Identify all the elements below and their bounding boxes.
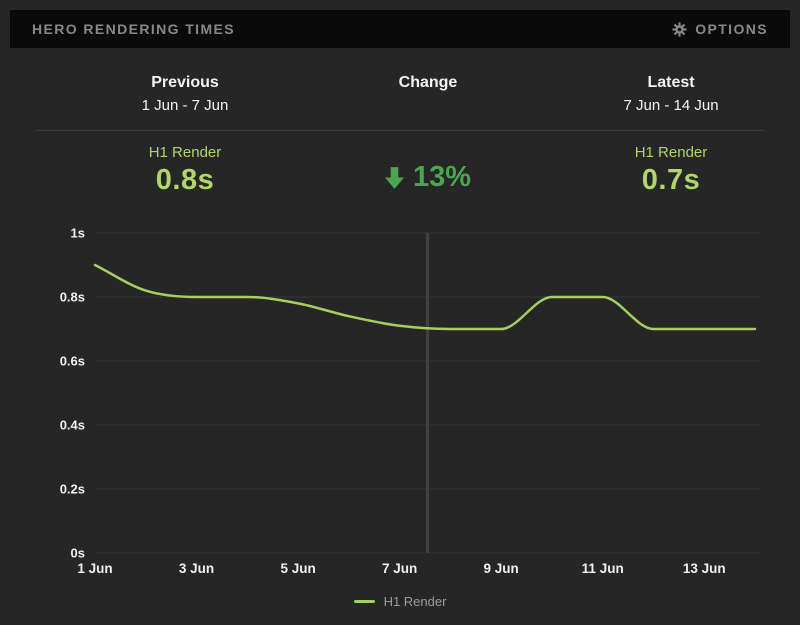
previous-period-range: 1 Jun - 7 Jun [141, 97, 229, 114]
change-stat-value: 13% [412, 161, 472, 193]
legend-line-swatch [353, 600, 375, 603]
svg-text:0.6s: 0.6s [60, 354, 85, 369]
stats-row: H1 Render 0.8s 13% H1 Render 0.7s [0, 142, 800, 198]
previous-period-title: Previous [151, 74, 219, 91]
gear-icon [672, 21, 687, 37]
latest-period-range: 7 Jun - 14 Jun [623, 97, 719, 114]
previous-stat-value: 0.8s [155, 164, 215, 196]
latest-period-column: Latest 7 Jun - 14 Jun [551, 71, 791, 117]
svg-text:11 Jun: 11 Jun [582, 561, 624, 576]
options-button-label: OPTIONS [695, 21, 768, 37]
svg-text:0.8s: 0.8s [60, 290, 85, 305]
chart-legend: H1 Render [0, 594, 800, 609]
svg-text:5 Jun: 5 Jun [280, 561, 315, 576]
svg-text:7 Jun: 7 Jun [382, 561, 417, 576]
previous-stat: H1 Render 0.8s [65, 142, 305, 198]
change-stat: 13% [308, 157, 548, 198]
svg-text:0.4s: 0.4s [60, 418, 85, 433]
latest-stat: H1 Render 0.7s [551, 142, 791, 198]
previous-period-column: Previous 1 Jun - 7 Jun [65, 71, 305, 117]
decrease-arrow-icon [384, 166, 404, 189]
titlebar: HERO RENDERING TIMES [10, 10, 790, 48]
change-column-title: Change [398, 74, 458, 91]
comparison-header-row: Previous 1 Jun - 7 Jun Change Latest 7 J… [0, 71, 800, 117]
svg-text:1s: 1s [71, 226, 85, 241]
svg-text:1 Jun: 1 Jun [77, 561, 112, 576]
svg-text:0s: 0s [71, 546, 85, 561]
svg-text:0.2s: 0.2s [60, 482, 85, 497]
rendering-times-line-chart: 1s 0.8s 0.6s 0.4s 0.2s 0s1 Jun 3 Jun 5 Jun 7 Jun… [60, 226, 760, 576]
change-column: Change [308, 71, 548, 117]
previous-stat-metric: H1 Render [148, 144, 222, 161]
latest-stat-value: 0.7s [641, 164, 701, 196]
latest-stat-metric: H1 Render [634, 144, 708, 161]
svg-text:9 Jun: 9 Jun [484, 561, 519, 576]
options-button[interactable]: OPTIONS [672, 21, 768, 37]
header-divider [35, 130, 765, 131]
legend-series-label: H1 Render [383, 594, 447, 609]
widget-title: HERO RENDERING TIMES [32, 21, 236, 37]
svg-text:13 Jun: 13 Jun [683, 561, 726, 576]
svg-text:3 Jun: 3 Jun [179, 561, 214, 576]
latest-period-title: Latest [647, 74, 695, 91]
